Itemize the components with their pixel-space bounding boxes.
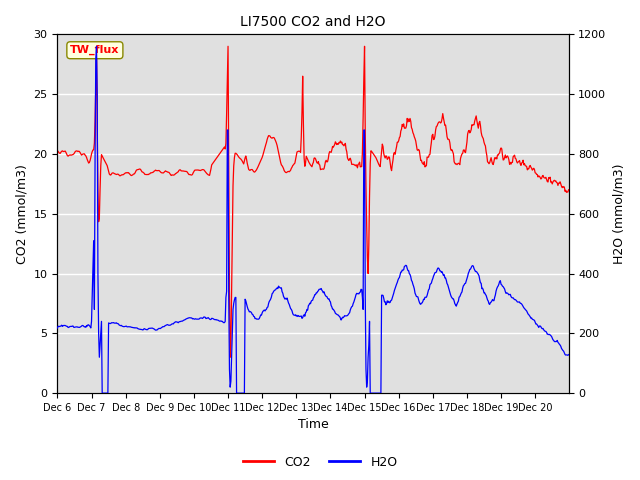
Y-axis label: H2O (mmol/m3): H2O (mmol/m3) xyxy=(612,164,625,264)
Y-axis label: CO2 (mmol/m3): CO2 (mmol/m3) xyxy=(15,164,28,264)
Legend: CO2, H2O: CO2, H2O xyxy=(237,451,403,474)
Title: LI7500 CO2 and H2O: LI7500 CO2 and H2O xyxy=(240,15,386,29)
Text: TW_flux: TW_flux xyxy=(70,45,120,55)
X-axis label: Time: Time xyxy=(298,419,328,432)
